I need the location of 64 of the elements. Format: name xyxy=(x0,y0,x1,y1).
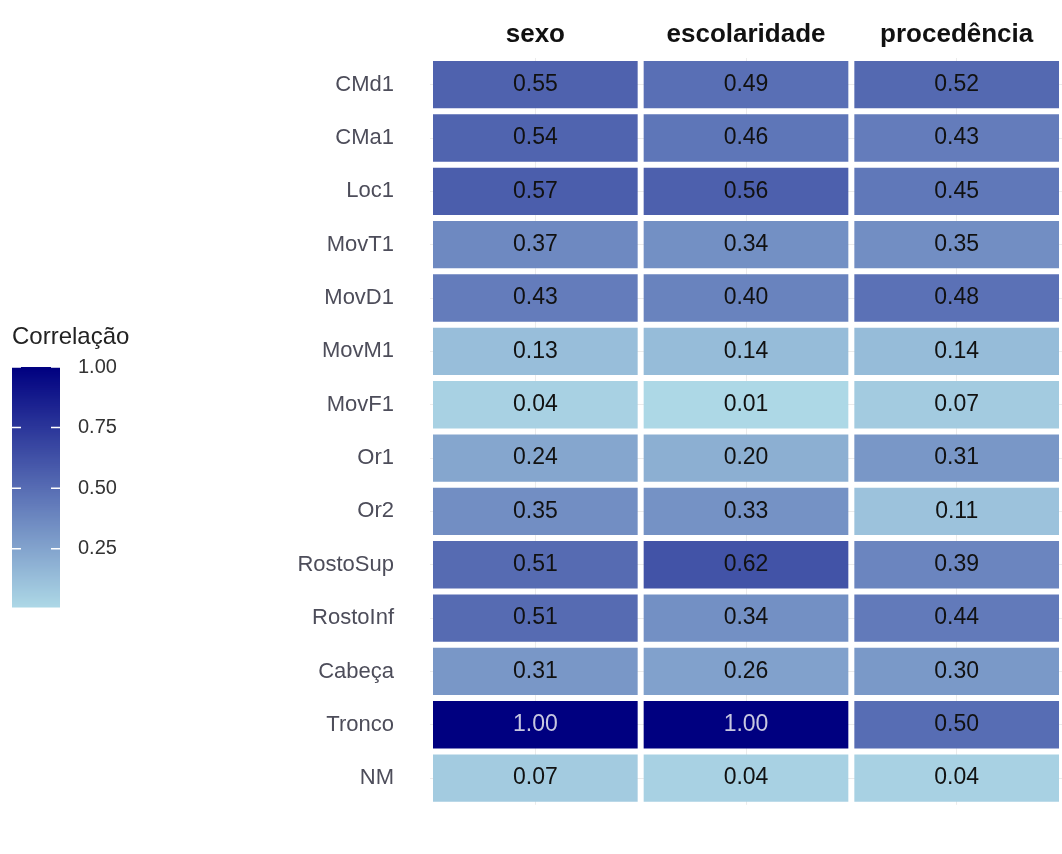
data-label: 0.35 xyxy=(934,230,980,257)
y-tick-label: NM xyxy=(359,764,394,790)
data-label: 0.07 xyxy=(512,763,558,790)
data-label: 0.13 xyxy=(512,336,558,363)
x-tick-label: escolaridade xyxy=(666,17,826,48)
y-tick-label: MovF1 xyxy=(326,390,394,416)
data-label: 1.00 xyxy=(723,710,769,737)
data-label: 0.34 xyxy=(723,230,769,257)
data-label: 0.43 xyxy=(512,283,558,310)
data-label: 0.49 xyxy=(723,70,769,97)
data-label: 0.31 xyxy=(512,656,558,683)
y-tick-label: Loc1 xyxy=(346,177,394,203)
data-label: 0.51 xyxy=(512,603,558,630)
color-bar-label: 0.25 xyxy=(78,536,117,559)
data-label: 0.31 xyxy=(934,443,980,470)
y-tick-label: Or1 xyxy=(357,444,394,470)
color-bar-label: 1.00 xyxy=(78,354,117,377)
data-label: 0.56 xyxy=(723,176,769,203)
data-label: 0.44 xyxy=(934,603,980,630)
y-tick-label: CMd1 xyxy=(335,70,394,96)
y-tick-label: Cabeça xyxy=(318,657,395,683)
data-label: 0.45 xyxy=(934,176,980,203)
color-bar-title: Correlação xyxy=(12,321,130,349)
data-label: 0.57 xyxy=(512,176,558,203)
data-label: 0.04 xyxy=(934,763,980,790)
data-label: 0.51 xyxy=(512,550,558,577)
y-tick-label: MovD1 xyxy=(324,284,394,310)
y-tick-label: Tronco xyxy=(326,710,394,736)
data-label: 0.01 xyxy=(723,390,769,417)
data-label: 0.40 xyxy=(723,283,769,310)
data-label: 0.46 xyxy=(723,123,769,150)
data-label: 0.39 xyxy=(934,550,980,577)
data-label: 0.33 xyxy=(723,496,769,523)
data-label: 0.52 xyxy=(934,70,980,97)
data-label: 0.04 xyxy=(723,763,769,790)
data-label: 0.30 xyxy=(934,656,980,683)
data-label: 1.00 xyxy=(512,710,558,737)
data-label: 0.14 xyxy=(723,336,769,363)
color-bar-label: 0.50 xyxy=(78,475,117,498)
data-label: 0.37 xyxy=(512,230,558,257)
x-tick-label: procedência xyxy=(880,17,1034,48)
data-label: 0.62 xyxy=(723,550,769,577)
data-label: 0.48 xyxy=(934,283,980,310)
y-tick-label: MovT1 xyxy=(326,230,394,256)
data-label: 0.55 xyxy=(512,70,558,97)
data-label: 0.43 xyxy=(934,123,980,150)
data-label: 0.50 xyxy=(934,710,980,737)
x-tick-label: sexo xyxy=(505,17,565,48)
color-bar-label: 0.75 xyxy=(78,415,117,438)
data-label: 0.04 xyxy=(512,390,558,417)
y-tick-label: CMa1 xyxy=(335,124,394,150)
data-label: 0.54 xyxy=(512,123,558,150)
data-label: 0.20 xyxy=(723,443,769,470)
data-label: 0.26 xyxy=(723,656,769,683)
y-tick-label: Or2 xyxy=(357,497,394,523)
data-label: 0.07 xyxy=(934,390,980,417)
data-label: 0.11 xyxy=(935,496,979,523)
data-label: 0.14 xyxy=(934,336,980,363)
data-label: 0.24 xyxy=(512,443,558,470)
y-tick-label: RostoInf xyxy=(312,604,395,630)
y-tick-label: RostoSup xyxy=(297,550,394,576)
data-label: 0.34 xyxy=(723,603,769,630)
data-label: 0.35 xyxy=(512,496,558,523)
y-tick-label: MovM1 xyxy=(321,337,394,363)
